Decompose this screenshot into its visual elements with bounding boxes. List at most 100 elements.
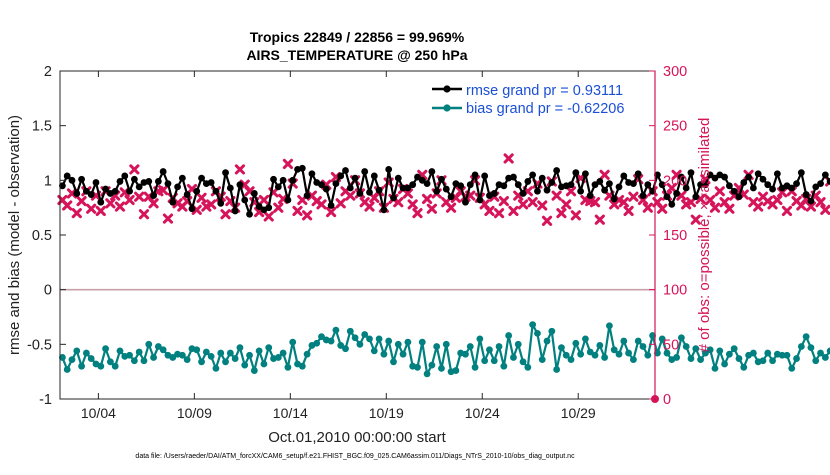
rmse-point <box>476 196 484 204</box>
bias-point <box>375 335 383 343</box>
rmse-point <box>706 171 714 179</box>
rmse-point <box>58 182 66 190</box>
bias-point <box>476 335 484 343</box>
bias-point <box>337 342 345 349</box>
rmse-point <box>433 187 441 195</box>
rmse-point <box>524 178 532 185</box>
bias-point <box>87 355 95 362</box>
bias-point <box>630 356 637 364</box>
rmse-point <box>601 186 609 194</box>
bias-point <box>788 364 796 372</box>
rmse-point <box>572 169 580 177</box>
rmse-point <box>346 184 354 192</box>
rmse-point <box>653 171 661 179</box>
rmse-point <box>802 191 810 198</box>
bias-point <box>390 358 397 366</box>
rmse-point <box>130 175 138 183</box>
bias-point <box>481 357 489 365</box>
rmse-point <box>102 185 109 193</box>
y-left-tick-label: -1 <box>39 392 52 408</box>
bias-point <box>462 350 469 358</box>
rmse-point <box>490 190 498 197</box>
bias-point <box>519 358 527 366</box>
bias-point <box>486 346 493 354</box>
data-file-footer: data file: /Users/raeder/DAI/ATM_forcXX/… <box>135 453 575 460</box>
rmse-point <box>567 181 575 189</box>
rmse-point <box>154 178 162 185</box>
rmse-point <box>649 187 657 195</box>
obs-assimilated-marker <box>62 200 73 211</box>
rmse-point <box>222 169 229 177</box>
bias-point <box>577 350 585 358</box>
obs-assimilated-marker <box>76 196 87 207</box>
bias-point <box>500 362 508 370</box>
rmse-point <box>342 167 349 174</box>
chart-title-line1: Tropics 22849 / 22856 = 99.969% <box>250 29 465 45</box>
rmse-point <box>183 191 191 198</box>
series-group <box>57 153 830 403</box>
bias-point <box>370 347 378 355</box>
bias-point <box>687 355 695 362</box>
bias-point <box>265 344 273 352</box>
bias-point <box>58 354 66 361</box>
rmse-point <box>174 183 181 191</box>
obs-assimilated-marker <box>781 205 793 217</box>
rmse-point <box>274 183 282 191</box>
bias-point <box>438 364 445 372</box>
rmse-point <box>596 178 604 185</box>
obs-assimilated-marker <box>105 198 116 209</box>
bias-point <box>586 348 594 356</box>
rmse-point <box>534 187 541 195</box>
rmse-point <box>385 166 393 173</box>
rmse-point <box>207 179 215 186</box>
rmse-point <box>711 174 719 182</box>
bias-point <box>159 346 167 354</box>
rmse-point <box>682 184 690 192</box>
rmse-point <box>78 175 85 183</box>
rmse-point <box>409 181 417 189</box>
bias-point <box>222 358 229 366</box>
rmse-point <box>135 183 143 191</box>
bias-point <box>725 350 733 358</box>
rmse-point <box>821 171 829 179</box>
rmse-point <box>399 184 407 192</box>
obs-assimilated-marker <box>815 197 826 208</box>
bias-point <box>793 355 800 362</box>
obs-assimilated-marker <box>421 193 433 205</box>
rmse-point <box>111 187 119 195</box>
obs-assimilated-marker <box>517 199 529 210</box>
rmse-point <box>788 184 796 192</box>
obs-assimilated-marker <box>556 208 567 219</box>
bias-point <box>250 367 258 374</box>
rmse-point <box>749 184 757 192</box>
rmse-point <box>529 171 537 179</box>
bias-point <box>385 337 393 345</box>
bias-point <box>663 349 671 357</box>
bias-point <box>428 361 436 369</box>
obs-assimilated-marker <box>709 202 721 213</box>
rmse-point <box>773 170 781 178</box>
rmse-point <box>481 172 489 180</box>
chart-title-line2: AIRS_TEMPERATURE @ 250 hPa <box>246 47 467 63</box>
rmse-point <box>418 176 426 184</box>
bias-point <box>207 352 215 360</box>
rmse-point <box>121 172 129 180</box>
bias-point <box>366 335 373 343</box>
bias-point <box>706 346 714 354</box>
rmse-point <box>82 187 90 195</box>
rmse-point <box>361 168 369 175</box>
bias-point <box>759 357 767 365</box>
bias-point <box>601 354 609 361</box>
bias-point <box>812 357 820 365</box>
bias-point <box>226 349 234 357</box>
obs-assimilated-marker <box>206 199 217 210</box>
bias-point <box>730 345 738 353</box>
rmse-point <box>548 179 556 186</box>
rmse-line <box>61 167 830 216</box>
rmse-point <box>390 194 397 202</box>
rmse-point <box>308 170 316 178</box>
rmse-point <box>447 193 455 201</box>
obs-assimilated-marker <box>820 204 830 215</box>
obs-assimilated-marker <box>623 205 634 217</box>
